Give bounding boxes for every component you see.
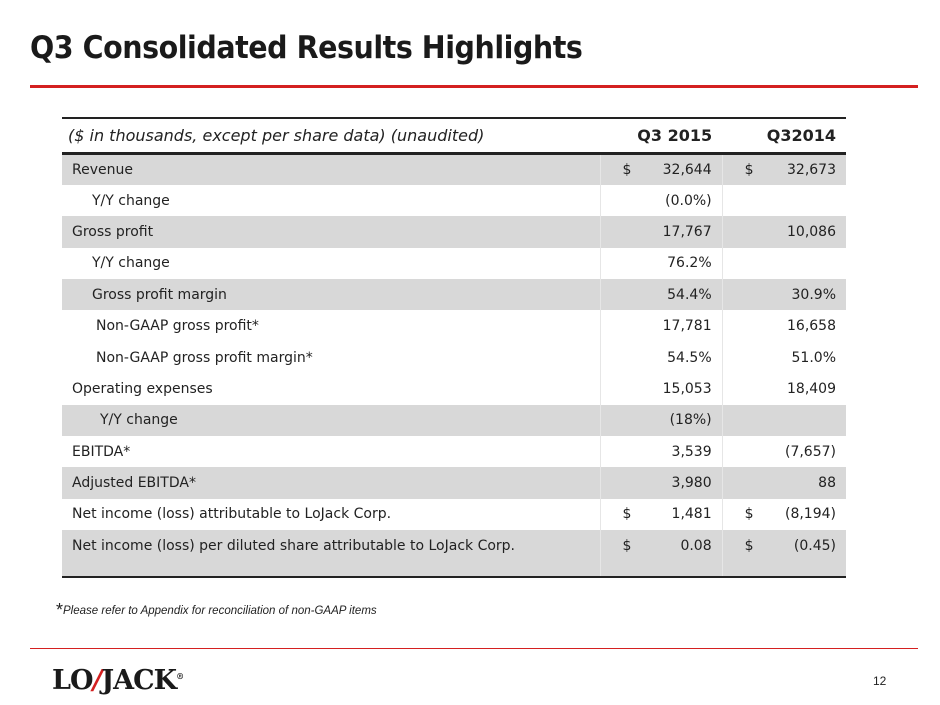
table-row: Non-GAAP gross profit* 17,781 16,658 <box>62 310 846 342</box>
footnote-text: Please refer to Appendix for reconciliat… <box>63 605 377 617</box>
table-row: Non-GAAP gross profit margin* 54.5% 51.0% <box>62 341 846 374</box>
header-label: ($ in thousands, except per share data) … <box>62 117 601 155</box>
currency-symbol <box>599 216 642 248</box>
value-q3-2014: 10,086 <box>763 216 846 248</box>
value-q3-2014: 30.9% <box>763 279 846 311</box>
row-label: EBITDA* <box>72 443 131 460</box>
value-q3-2014 <box>764 248 846 279</box>
table-row: Y/Y change 76.2% <box>62 247 846 280</box>
value-q3-2014: (7,657) <box>784 443 836 460</box>
title-divider <box>30 85 918 88</box>
value-q3-2015: 1,481 <box>671 506 712 523</box>
value-q3-2015: 54.4% <box>641 279 723 311</box>
value-q3-2015: (18%) <box>641 404 723 437</box>
currency-symbol <box>599 373 642 405</box>
row-label: Adjusted EBITDA* <box>62 467 601 499</box>
table-row: EBITDA* 3,539 (7,657) <box>62 436 846 468</box>
table-row: Adjusted EBITDA* 3,980 88 <box>62 467 846 499</box>
value-q3-2014: (0.45) <box>763 530 846 579</box>
currency-symbol: $ <box>599 530 642 579</box>
currency-symbol <box>721 373 764 405</box>
table-row: Net income (loss) attributable to LoJack… <box>62 498 846 531</box>
currency-symbol <box>599 310 642 342</box>
value-q3-2015: 0.08 <box>641 530 723 579</box>
row-label: Net income (loss) per diluted share attr… <box>62 530 601 579</box>
value-q3-2014: (8,194) <box>784 506 836 523</box>
currency-symbol <box>599 184 642 217</box>
lojack-logo: LO/JACK® <box>52 665 184 696</box>
currency-symbol <box>721 184 764 217</box>
value-q3-2015: 76.2% <box>667 255 712 272</box>
page-number: 12 <box>873 674 887 688</box>
value-q3-2015: 15,053 <box>662 380 712 397</box>
slide-title: Q3 Consolidated Results Highlights <box>30 30 583 66</box>
row-label: Operating expenses <box>72 380 213 397</box>
table-row: Net income (loss) per diluted share attr… <box>62 530 846 579</box>
table-row: Y/Y change (0.0%) <box>62 184 846 217</box>
row-label: Revenue <box>62 153 601 185</box>
table-row: Operating expenses 15,053 18,409 <box>62 373 846 405</box>
value-q3-2015: 17,767 <box>641 216 723 248</box>
header-q3-2014: Q32014 <box>722 117 846 155</box>
header-q3-2015: Q3 2015 <box>600 117 723 155</box>
currency-symbol <box>721 467 764 499</box>
value-q3-2014: 16,658 <box>787 318 836 335</box>
value-q3-2015: 17,781 <box>662 318 712 335</box>
footnote: *Please refer to Appendix for reconcilia… <box>56 600 377 621</box>
value-q3-2015: 3,539 <box>671 443 712 460</box>
row-label: Non-GAAP gross profit* <box>96 318 259 335</box>
table-header: ($ in thousands, except per share data) … <box>62 117 846 155</box>
row-label: Y/Y change <box>92 192 170 209</box>
row-label: Net income (loss) attributable to LoJack… <box>72 506 392 523</box>
row-label: Gross profit <box>62 216 601 248</box>
value-q3-2014 <box>763 404 846 437</box>
currency-symbol: $ <box>721 530 764 579</box>
value-q3-2015: (0.0%) <box>665 192 712 209</box>
value-q3-2014 <box>764 185 846 216</box>
currency-symbol <box>721 279 764 311</box>
currency-symbol <box>721 247 764 280</box>
currency-symbol <box>721 310 764 342</box>
row-label: Gross profit margin <box>62 279 601 311</box>
value-q3-2014: 32,673 <box>763 153 846 185</box>
footnote-star: * <box>56 600 64 620</box>
value-q3-2014: 18,409 <box>787 380 836 397</box>
currency-symbol <box>721 216 764 248</box>
currency-symbol <box>721 436 764 468</box>
table-row: Y/Y change (18%) <box>62 404 846 437</box>
currency-symbol: $ <box>599 153 642 185</box>
table-row: Gross profit 17,767 10,086 <box>62 216 846 248</box>
currency-symbol <box>721 341 764 374</box>
value-q3-2015: 32,644 <box>641 153 723 185</box>
table-row: Gross profit margin 54.4% 30.9% <box>62 279 846 311</box>
row-label: Y/Y change <box>92 255 170 272</box>
currency-symbol <box>599 247 642 280</box>
results-table: ($ in thousands, except per share data) … <box>62 117 846 579</box>
currency-symbol <box>599 279 642 311</box>
currency-symbol <box>599 436 642 468</box>
value-q3-2014: 51.0% <box>791 349 836 366</box>
footer-divider <box>30 648 918 649</box>
value-q3-2014: 88 <box>763 467 846 499</box>
row-label: Non-GAAP gross profit margin* <box>96 349 313 366</box>
currency-symbol: $ <box>721 498 764 531</box>
currency-symbol <box>599 341 642 374</box>
currency-symbol: $ <box>599 498 642 531</box>
value-q3-2015: 3,980 <box>641 467 723 499</box>
currency-symbol <box>599 404 642 437</box>
currency-symbol <box>599 467 642 499</box>
row-label: Y/Y change <box>62 404 601 437</box>
currency-symbol <box>721 404 764 437</box>
currency-symbol: $ <box>721 153 764 185</box>
value-q3-2015: 54.5% <box>667 349 712 366</box>
table-row: Revenue $32,644 $32,673 <box>62 153 846 185</box>
